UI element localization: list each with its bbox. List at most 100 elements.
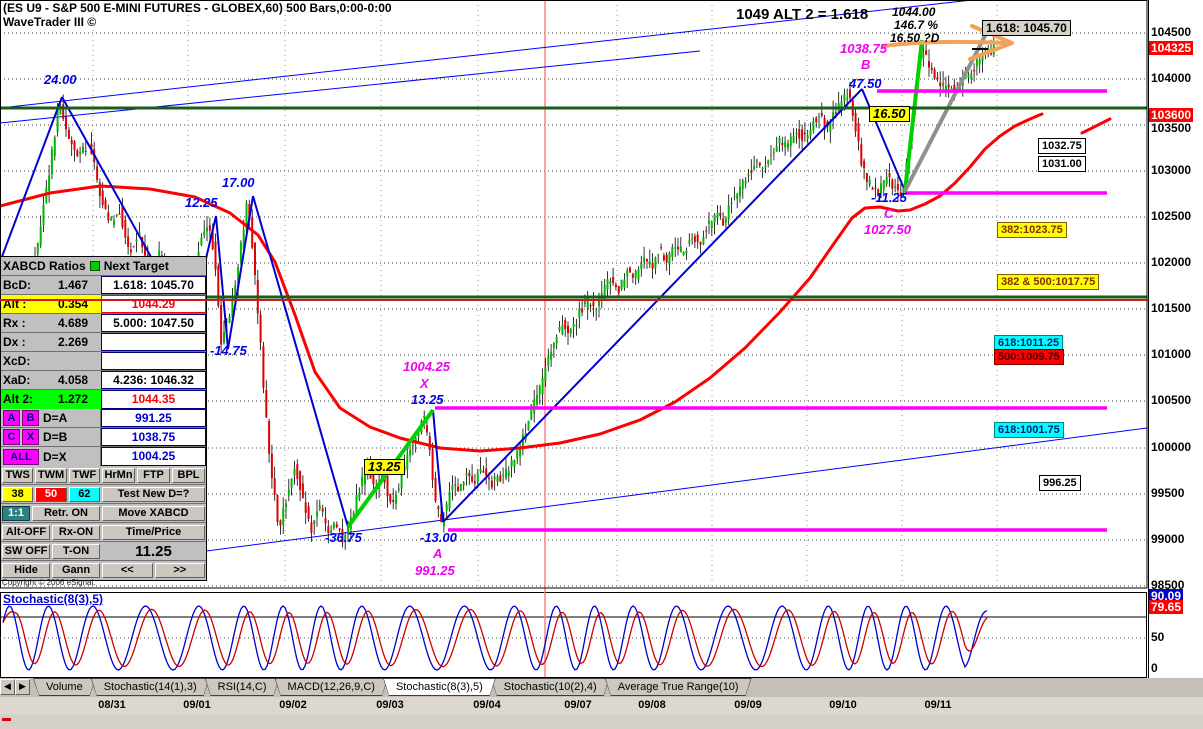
tab-scroll-right-icon[interactable]: ▶ <box>15 679 30 695</box>
ratio-row: Rx :4.689 5.000: 1047.50 <box>1 314 206 333</box>
ratio-label: Dx : <box>1 333 45 351</box>
target-value: 1044.29 <box>101 295 206 313</box>
target-value: 4.236: 1046.32 <box>101 371 206 389</box>
twm-button[interactable]: TWM <box>35 467 67 483</box>
target-value <box>101 333 206 351</box>
price-badge: 90.09 <box>1149 589 1184 603</box>
panel-row-sw: SW OFF T-ON 11.25 <box>1 542 206 561</box>
date-axis: 08/31 09/01 09/02 09/03 09/04 09/07 09/08 09/09… <box>0 697 1203 714</box>
price-tick: 99000 <box>1151 532 1185 546</box>
rx-on-button[interactable]: Rx-ON <box>52 524 100 540</box>
tab-label[interactable]: Stochastic(14(1),3) <box>92 679 209 695</box>
price-badge: 79.65 <box>1149 600 1184 614</box>
price-tick: 98500 <box>1151 578 1185 592</box>
ratio-value: 4.058 <box>45 371 101 389</box>
tab-macd-12-26-9-c[interactable]: MACD(12,26,9,C) <box>275 678 388 696</box>
date-tick: 09/01 <box>183 699 211 711</box>
test-new-d-button[interactable]: Test New D=? <box>102 486 205 502</box>
tws-button[interactable]: TWS <box>2 467 34 483</box>
tab-rsi-14-c[interactable]: RSI(14,C) <box>205 678 280 696</box>
time-price-button[interactable]: Time/Price <box>102 524 205 540</box>
tab-volume[interactable]: Volume <box>33 678 96 696</box>
tab-scroll-left-icon[interactable]: ◀ <box>0 679 15 695</box>
ratio-row: Alt 2: 1.272 1044.35 <box>1 390 206 409</box>
alt-off-button[interactable]: Alt-OFF <box>2 524 50 540</box>
tab-label[interactable]: Volume <box>34 679 95 695</box>
copyright-text: Copyright © 2006 eSignal. <box>2 578 96 587</box>
step-back-button[interactable]: << <box>102 563 153 578</box>
bpl-button[interactable]: BPL <box>172 467 205 483</box>
ratio-row: XaD: 4.058 4.236: 1046.32 <box>1 371 206 390</box>
tab-stochastic-14-1-3[interactable]: Stochastic(14(1),3) <box>91 678 210 696</box>
point-chip-a[interactable]: A <box>3 410 20 426</box>
price-tick: 50 <box>1151 630 1165 644</box>
price-tick: 100500 <box>1151 393 1192 407</box>
sw-off-button[interactable]: SW OFF <box>2 543 50 559</box>
level-62-chip[interactable]: 62 <box>68 486 100 502</box>
red-alert-line <box>0 299 1148 301</box>
target-value <box>101 352 206 370</box>
target-value: 5.000: 1047.50 <box>101 314 206 332</box>
hrmn-button[interactable]: HrMn <box>102 467 135 483</box>
price-tick: 100000 <box>1151 440 1192 454</box>
one-to-one-chip[interactable]: 1:1 <box>2 505 30 521</box>
tab-stochastic-10-2-4[interactable]: Stochastic(10(2),4) <box>491 678 610 696</box>
ftp-button[interactable]: FTP <box>137 467 170 483</box>
indicator-tab-bar: ◀ ▶ Volume Stochastic(14(1),3) RSI(14,C) MA… <box>0 678 1203 697</box>
point-relation: D=X <box>43 449 67 464</box>
date-tick: 09/10 <box>829 699 857 711</box>
point-chip-c[interactable]: C <box>3 429 20 445</box>
ratio-label: BcD: <box>1 276 45 294</box>
hide-button[interactable]: Hide <box>2 563 50 578</box>
gann-button[interactable]: Gann <box>52 563 100 578</box>
point-chip-x[interactable]: X <box>22 429 39 445</box>
stochastic-pane-label: Stochastic(8(3),5) <box>3 592 104 606</box>
point-row: ALL D=X 1004.25 <box>1 447 206 466</box>
move-xabcd-button[interactable]: Move XABCD <box>102 505 205 521</box>
tab-label[interactable]: Average True Range(10) <box>606 679 751 695</box>
twf-button[interactable]: TWF <box>68 467 100 483</box>
target-value: 1044.35 <box>101 390 206 409</box>
t-on-button[interactable]: T-ON <box>52 543 100 559</box>
tab-label[interactable]: RSI(14,C) <box>206 679 279 695</box>
price-axis: 104500 104325 104000 103600 103500 103000 1025… <box>1148 0 1203 678</box>
xabcd-ratios-panel: XABCD Ratios Next Target BcD: 1.467 1.618:… <box>0 256 207 581</box>
ratio-label: XcD: <box>1 352 45 370</box>
ratio-label: XaD: <box>1 371 45 389</box>
ratio-row: Alt :0.354 1044.29 <box>1 295 206 314</box>
level-50-chip[interactable]: 50 <box>35 486 67 502</box>
indicator-tabs: Volume Stochastic(14(1),3) RSI(14,C) MACD(1… <box>38 678 752 696</box>
date-tick: 09/09 <box>734 699 762 711</box>
ratio-label: Alt 2: <box>1 390 45 409</box>
price-badge: 104325 <box>1149 41 1194 55</box>
date-tick: 09/02 <box>279 699 307 711</box>
tab-label[interactable]: Stochastic(10(2),4) <box>492 679 609 695</box>
zigzag-blue <box>0 88 906 528</box>
price-tick: 103000 <box>1151 163 1192 177</box>
bottom-strip <box>0 714 1203 729</box>
date-tick: 09/04 <box>473 699 501 711</box>
tab-label[interactable]: MACD(12,26,9,C) <box>276 679 387 695</box>
date-tick: 09/07 <box>564 699 592 711</box>
panel-title: XABCD Ratios <box>3 259 86 273</box>
ratio-value: 2.269 <box>45 333 101 351</box>
panel-row-timeframes: TWS TWM TWF HrMn FTP BPL <box>1 466 206 485</box>
point-chip-b[interactable]: B <box>22 410 39 426</box>
price-tick: 104500 <box>1151 25 1192 39</box>
level-38-chip[interactable]: 38 <box>2 486 34 502</box>
price-chart-surface[interactable]: (ES U9 - S&P 500 E-MINI FUTURES - GLOBEX… <box>0 0 1148 678</box>
point-rows: A B D=A 991.25 C X D=B 1038.75 ALL D=X 1004.25 <box>1 409 206 466</box>
target-value: 1.618: 1045.70 <box>101 276 206 294</box>
tab-label[interactable]: Stochastic(8(3),5) <box>384 679 495 695</box>
step-forward-button[interactable]: >> <box>154 563 205 578</box>
panel-header: XABCD Ratios Next Target <box>1 257 206 276</box>
ratio-value: 1.272 <box>45 390 101 409</box>
point-chip-all[interactable]: ALL <box>3 448 39 465</box>
price-tick: 103500 <box>1151 121 1192 135</box>
point-price: 1038.75 <box>101 428 206 446</box>
tab-stochastic-8-3-5[interactable]: Stochastic(8(3),5) <box>383 678 496 696</box>
tab-average-true-range-10[interactable]: Average True Range(10) <box>605 678 752 696</box>
price-tick: 102500 <box>1151 209 1192 223</box>
date-tick: 09/03 <box>376 699 404 711</box>
retr-on-button[interactable]: Retr. ON <box>32 505 100 521</box>
